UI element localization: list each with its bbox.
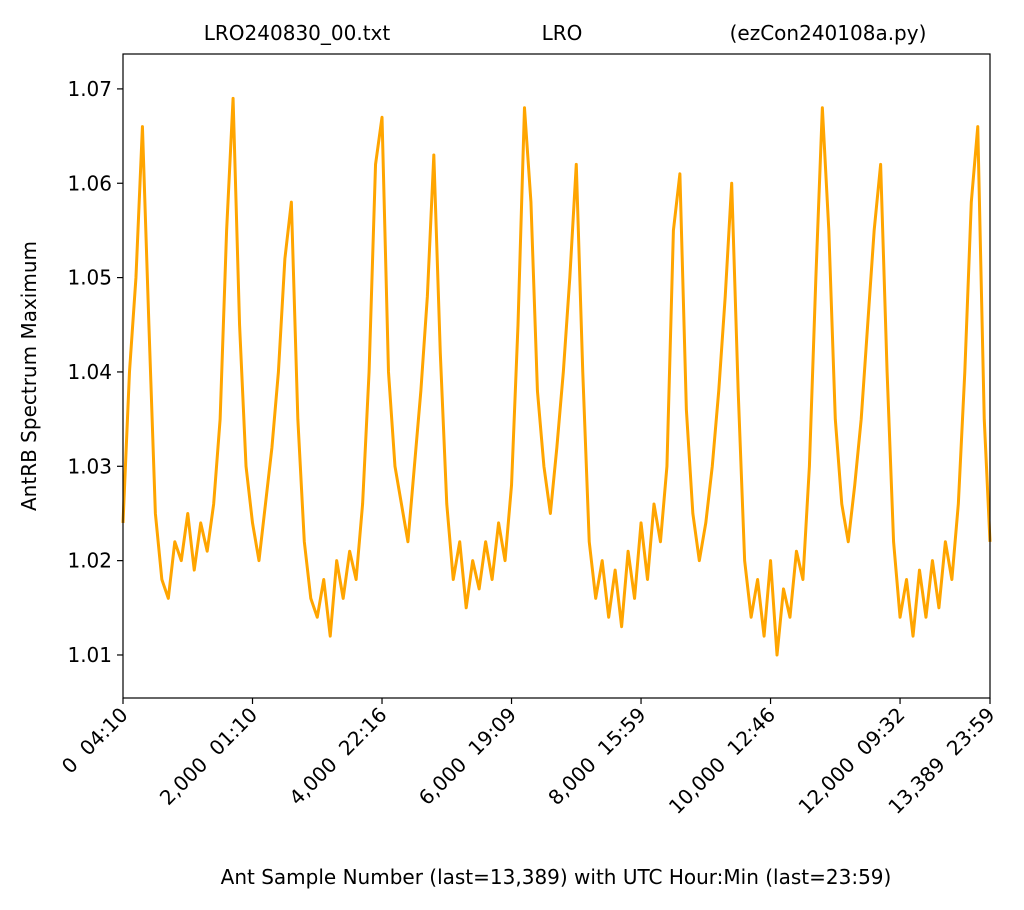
x-axis-label: Ant Sample Number (last=13,389) with UTC… xyxy=(221,865,892,889)
y-tick-label: 1.03 xyxy=(67,454,112,478)
x-tick-label: 8,000 15:59 xyxy=(543,703,650,810)
x-tick-label: 4,000 22:16 xyxy=(284,703,391,810)
x-tick-label: 6,000 19:09 xyxy=(414,703,521,810)
x-tick-label: 0 04:10 xyxy=(57,703,133,779)
y-tick-label: 1.06 xyxy=(67,171,112,195)
y-axis-label: AntRB Spectrum Maximum xyxy=(17,241,41,511)
y-tick-label: 1.04 xyxy=(67,360,112,384)
x-tick-label: 2,000 01:10 xyxy=(155,703,262,810)
y-tick-label: 1.07 xyxy=(67,77,112,101)
chart-title-left: LRO240830_00.txt xyxy=(204,21,391,45)
y-tick-label: 1.01 xyxy=(67,643,112,667)
y-tick-label: 1.05 xyxy=(67,266,112,290)
data-line xyxy=(121,96,992,657)
chart-title-right: (ezCon240108a.py) xyxy=(730,21,927,45)
plot-frame xyxy=(122,53,991,699)
x-tick-label: 10,000 12:46 xyxy=(664,703,780,819)
chart-title-center: LRO xyxy=(542,21,583,45)
y-tick-label: 1.02 xyxy=(67,549,112,573)
